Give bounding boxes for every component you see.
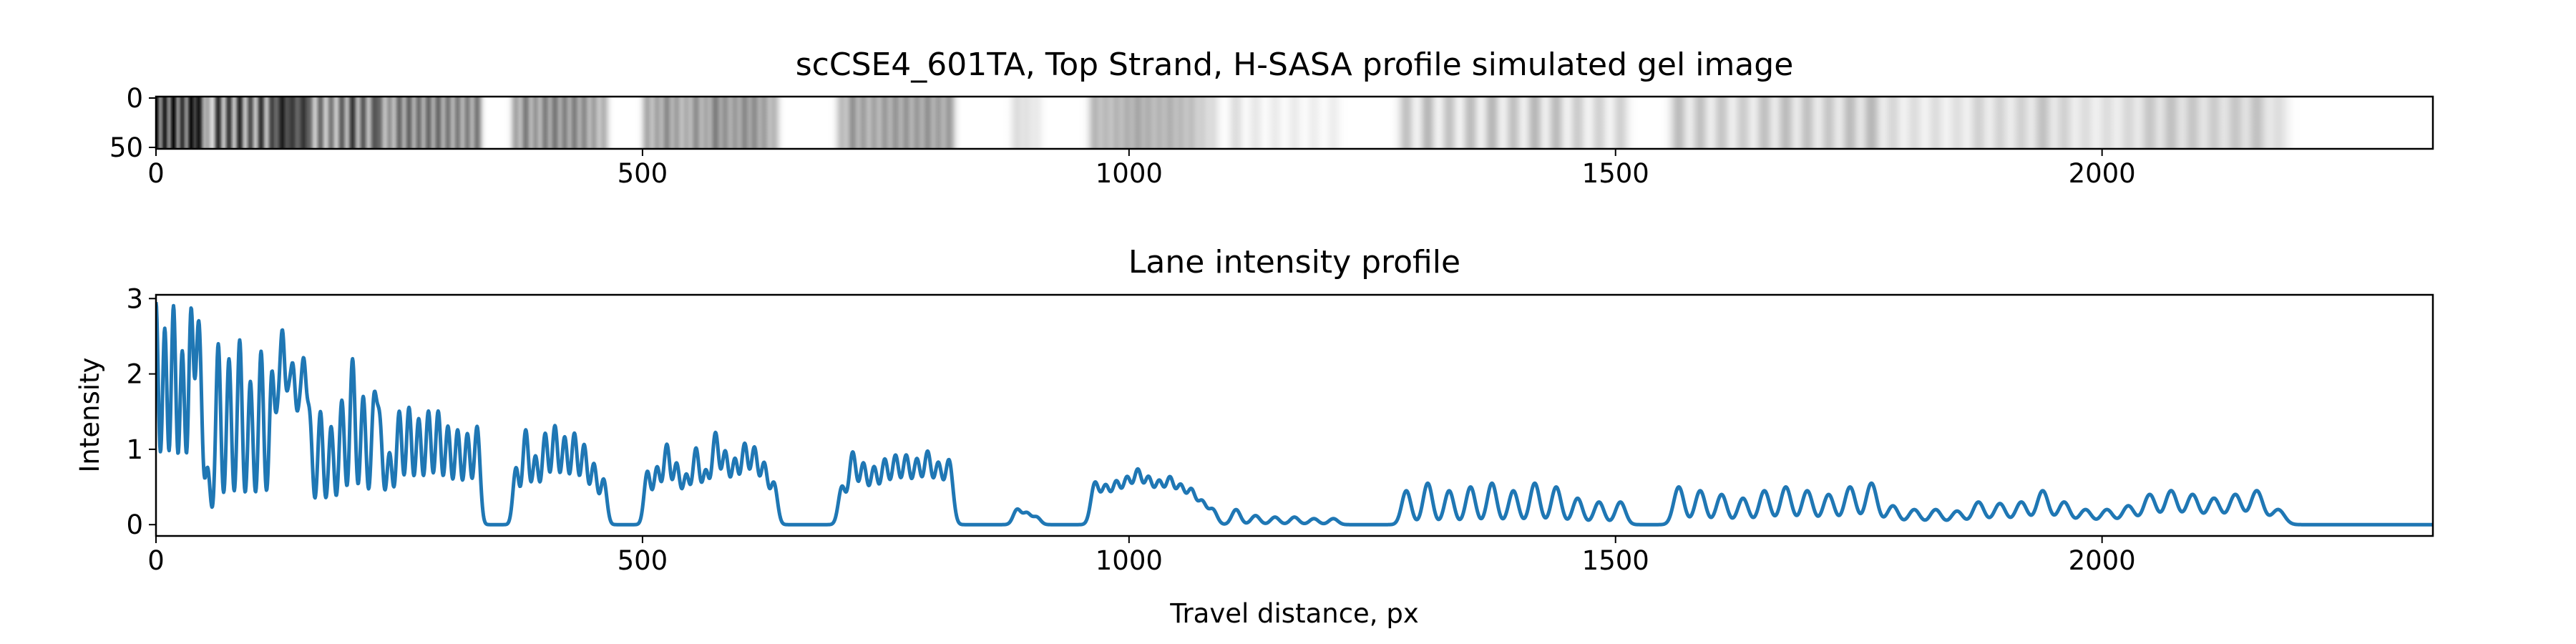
gel-y-tick-label: 50: [109, 132, 143, 163]
profile-x-tick-label: 2000: [2069, 545, 2136, 576]
intensity-series-line: [156, 302, 2433, 527]
gel-panel: scCSE4_601TA, Top Strand, H-SASA profile…: [109, 47, 2434, 189]
profile-x-tick-label: 1500: [1582, 545, 1649, 576]
profile-y-ticks: 0 1 2 3: [126, 283, 156, 540]
gel-x-tick-label: 2000: [2069, 158, 2136, 189]
gel-x-tick-label: 500: [618, 158, 668, 189]
profile-y-tick-label: 1: [126, 434, 143, 465]
profile-panel: Lane intensity profile 0 500 1000 1500 2000 …: [74, 244, 2434, 629]
profile-y-tick-label: 0: [126, 509, 143, 540]
profile-y-axis-label: Intensity: [74, 357, 105, 472]
profile-y-tick-label: 2: [126, 359, 143, 390]
profile-x-tick-label: 0: [147, 545, 165, 576]
gel-frame: [155, 95, 2434, 150]
gel-x-ticks: 0 500 1000 1500 2000: [147, 149, 2136, 189]
profile-x-tick-label: 500: [618, 545, 668, 576]
gel-x-tick-label: 0: [147, 158, 165, 189]
profile-x-ticks: 0 500 1000 1500 2000: [147, 536, 2136, 576]
gel-x-tick-label: 1000: [1096, 158, 1163, 189]
gel-y-tick-label: 0: [126, 83, 143, 114]
gel-image: [156, 97, 2433, 149]
gel-y-ticks: 0 50: [109, 83, 156, 163]
profile-x-axis-label: Travel distance, px: [1169, 598, 1418, 629]
profile-frame: [155, 293, 2434, 537]
profile-y-tick-label: 3: [126, 283, 143, 314]
gel-title: scCSE4_601TA, Top Strand, H-SASA profile…: [796, 47, 1794, 83]
profile-x-tick-label: 1000: [1096, 545, 1163, 576]
profile-title: Lane intensity profile: [1128, 244, 1460, 280]
gel-x-tick-label: 1500: [1582, 158, 1649, 189]
